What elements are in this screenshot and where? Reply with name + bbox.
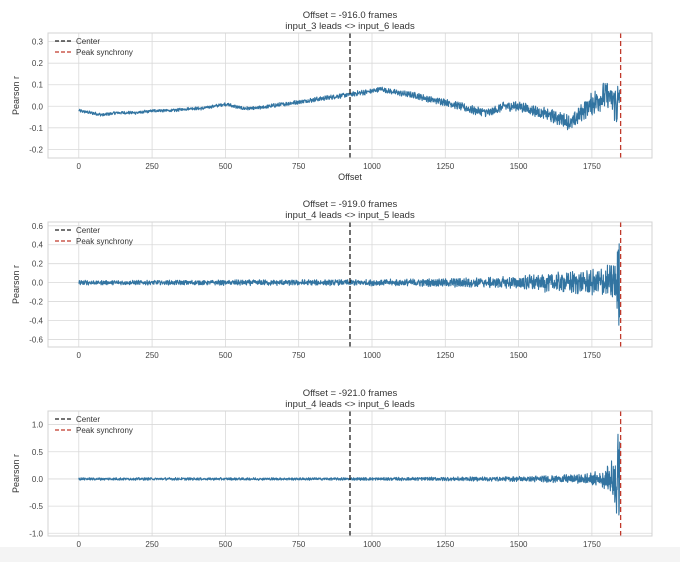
y-tick-label: -0.1 [29,124,43,133]
chart-subtitle: input_3 leads <> input_6 leads [285,21,415,32]
x-tick-label: 1000 [363,540,381,549]
x-tick-label: 500 [219,351,233,360]
x-tick-label: 250 [145,351,159,360]
y-tick-label: 0.0 [32,102,44,111]
chart-title: Offset = -916.0 frames [303,10,398,21]
y-axis-label: Pearson r [11,76,21,115]
x-tick-label: 750 [292,351,306,360]
y-tick-label: -0.4 [29,316,43,325]
y-tick-label: 0.4 [32,241,44,250]
y-axis-label: Pearson r [11,265,21,304]
y-tick-label: 0.5 [32,448,44,457]
y-tick-label: 0.6 [32,222,44,231]
x-axis-label: Offset [338,172,362,182]
y-tick-label: 0.2 [32,59,44,68]
legend-label: Peak synchrony [76,426,133,435]
plot-frame [47,221,653,348]
x-tick-label: 1750 [583,540,601,549]
legend-label: Center [76,37,100,46]
legend: Center Peak synchrony [55,37,133,57]
chart-subtitle: input_4 leads <> input_5 leads [285,210,415,221]
y-axis-label: Pearson r [11,454,21,493]
x-tick-label: 1750 [583,162,601,171]
y-tick-label: -0.6 [29,335,43,344]
legend: Center Peak synchrony [55,226,133,246]
y-tick-label: -1.0 [29,529,43,538]
legend-label: Center [76,415,100,424]
chart-panel-2: 0 250 500 750 1000 1250 1500 1750 -0.6 -0.4 -0.2 0.… [11,199,653,360]
series-line-1 [78,433,621,516]
legend-label: Peak synchrony [76,48,133,57]
plot-frame [47,32,653,159]
x-tick-label: 250 [145,162,159,171]
series-line-1 [78,82,621,131]
x-tick-label: 1250 [436,351,454,360]
chart-title: Offset = -919.0 frames [303,199,398,210]
y-tick-label: 1.0 [32,421,44,430]
x-tick-label: 1500 [510,351,528,360]
x-tick-label: 1500 [510,162,528,171]
legend: Center Peak synchrony [55,415,133,435]
x-tick-label: 1000 [363,162,381,171]
x-tick-label: 1500 [510,540,528,549]
y-tick-label: -0.2 [29,145,43,154]
x-tick-label: 1250 [436,162,454,171]
bottom-strip [0,547,680,562]
y-tick-label: 0.3 [32,38,44,47]
x-tick-label: 500 [219,540,233,549]
y-tick-label: 0.2 [32,260,44,269]
chart-subtitle: input_4 leads <> input_6 leads [285,399,415,410]
series-line-1 [78,243,621,326]
x-tick-label: 1000 [363,351,381,360]
x-tick-label: 500 [219,162,233,171]
y-tick-label: 0.1 [32,81,44,90]
x-tick-label: 0 [77,351,82,360]
x-tick-label: 750 [292,540,306,549]
chart-title: Offset = -921.0 frames [303,388,398,399]
legend-label: Peak synchrony [76,237,133,246]
chart-panel-1: 0 250 500 750 1000 1250 1500 1750 -0.2 -0.1 0.0 0.1… [11,10,653,182]
y-tick-label: 0.0 [32,475,44,484]
x-tick-label: 1250 [436,540,454,549]
legend-label: Center [76,226,100,235]
y-tick-label: 0.0 [32,279,44,288]
x-tick-label: 750 [292,162,306,171]
chart-panel-3: 0 250 500 750 1000 1250 1500 1750 -1.0 -0.5 0.0 0.5… [11,388,653,560]
x-tick-label: 0 [77,162,82,171]
x-tick-label: 0 [77,540,82,549]
y-tick-label: -0.5 [29,502,43,511]
x-tick-label: 1750 [583,351,601,360]
y-tick-label: -0.2 [29,298,43,307]
plot-frame [47,410,653,537]
x-tick-label: 250 [145,540,159,549]
